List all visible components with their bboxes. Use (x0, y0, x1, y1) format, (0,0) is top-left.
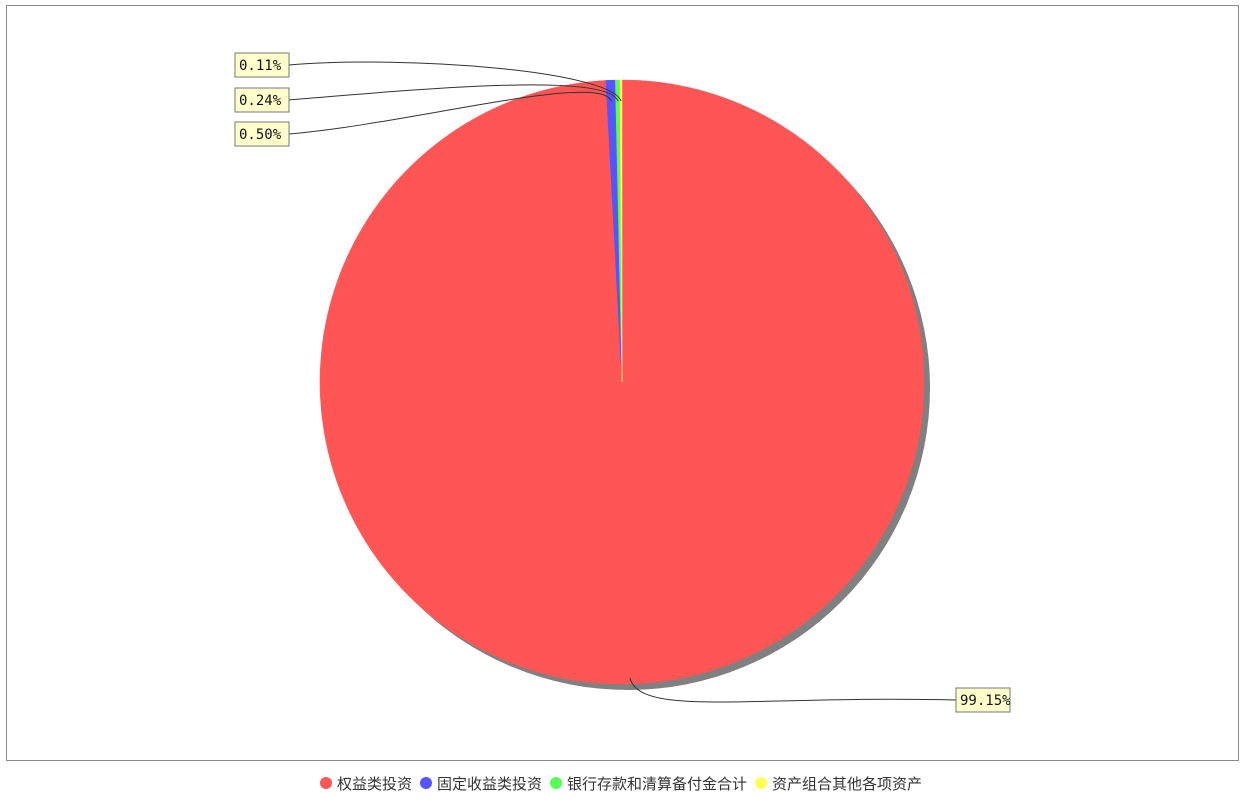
data-label-1: 0.50% (239, 127, 282, 143)
data-label-2: 0.24% (239, 93, 282, 109)
data-label-0: 99.15% (960, 693, 1011, 709)
legend-item-bank-deposits: 银行存款和清算备付金合计 (550, 773, 747, 794)
legend-swatch-equity (319, 777, 332, 789)
legend-label-bank-deposits: 银行存款和清算备付金合计 (567, 774, 748, 793)
legend-item-other-assets: 资产组合其他各项资产 (755, 773, 922, 794)
legend-item-fixed-income: 固定收益类投资 (419, 773, 542, 794)
legend-swatch-fixed-income (419, 777, 432, 789)
leader-line-2 (288, 84, 619, 102)
legend-label-fixed-income: 固定收益类投资 (436, 774, 542, 793)
leader-line-0 (629, 677, 957, 703)
pie-chart: 99.15% 0.50% 0.24% 0.11% (234, 52, 1011, 713)
legend-swatch-other-assets (755, 777, 768, 789)
legend-label-other-assets: 资产组合其他各项资产 (772, 774, 923, 793)
legend-swatch-bank-deposits (550, 777, 562, 789)
data-label-box-1 (234, 121, 290, 147)
data-label-box-2 (234, 87, 290, 113)
pie-slice-3 (619, 79, 623, 383)
legend-item-equity: 权益类投资 (319, 773, 412, 794)
data-label-box-0 (955, 687, 1011, 713)
legend-label-equity: 权益类投资 (336, 774, 412, 793)
data-label-3: 0.11% (239, 58, 282, 74)
leader-line-3 (288, 61, 622, 102)
leader-line-1 (288, 91, 612, 135)
legend: 权益类投资 固定收益类投资 银行存款和清算备付金合计 资产组合其他各项资产 (0, 770, 1242, 796)
data-label-box-3 (234, 52, 290, 78)
